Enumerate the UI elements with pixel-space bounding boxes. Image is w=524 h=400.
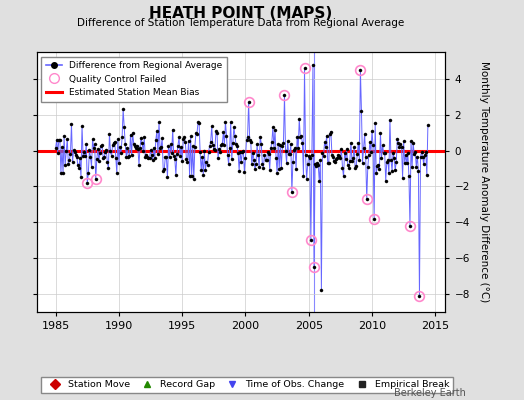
Text: Berkeley Earth: Berkeley Earth bbox=[395, 388, 466, 398]
Y-axis label: Monthly Temperature Anomaly Difference (°C): Monthly Temperature Anomaly Difference (… bbox=[479, 61, 489, 303]
Text: Difference of Station Temperature Data from Regional Average: Difference of Station Temperature Data f… bbox=[78, 18, 405, 28]
Text: HEATH POINT (MAPS): HEATH POINT (MAPS) bbox=[149, 6, 333, 21]
Legend: Station Move, Record Gap, Time of Obs. Change, Empirical Break: Station Move, Record Gap, Time of Obs. C… bbox=[41, 376, 453, 393]
